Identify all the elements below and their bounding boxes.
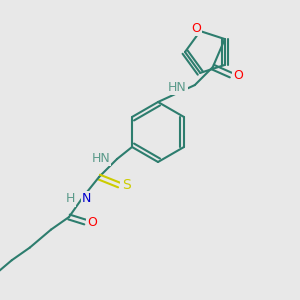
Text: S: S — [122, 178, 130, 192]
Text: HN: HN — [168, 81, 187, 94]
Text: O: O — [233, 69, 243, 82]
Text: HN: HN — [91, 152, 110, 164]
Text: N: N — [82, 193, 92, 206]
Text: O: O — [191, 22, 201, 34]
Text: H: H — [66, 193, 75, 206]
Text: O: O — [87, 215, 97, 229]
